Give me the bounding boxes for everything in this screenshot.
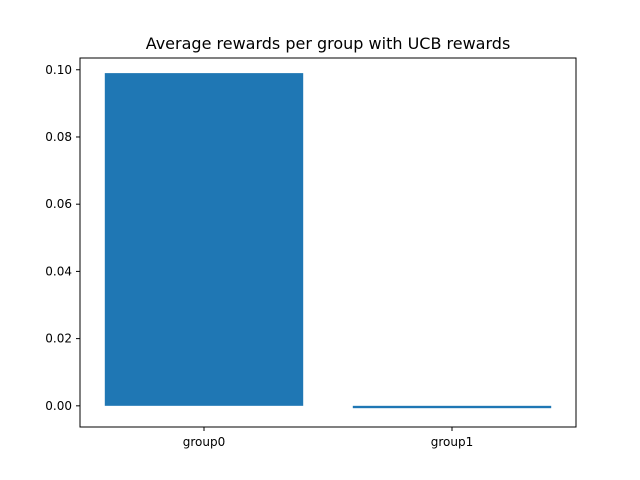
y-tick-label: 0.06 xyxy=(45,197,72,211)
bar-group1 xyxy=(352,405,552,409)
x-tick-label: group0 xyxy=(183,435,226,449)
y-tick-label: 0.04 xyxy=(45,264,72,278)
plot-frame xyxy=(79,57,577,428)
y-tick-label: 0.00 xyxy=(45,399,72,413)
y-tick-label: 0.08 xyxy=(45,130,72,144)
x-tick-label: group1 xyxy=(431,435,474,449)
bars-layer xyxy=(104,73,552,409)
chart-title: Average rewards per group with UCB rewar… xyxy=(146,34,511,53)
y-axis: 0.00 0.02 0.04 0.06 0.08 0.10 xyxy=(45,63,80,413)
y-tick-label: 0.10 xyxy=(45,63,72,77)
bar-group0 xyxy=(104,73,304,406)
y-tick-label: 0.02 xyxy=(45,332,72,346)
x-axis: group0 group1 xyxy=(183,427,474,449)
